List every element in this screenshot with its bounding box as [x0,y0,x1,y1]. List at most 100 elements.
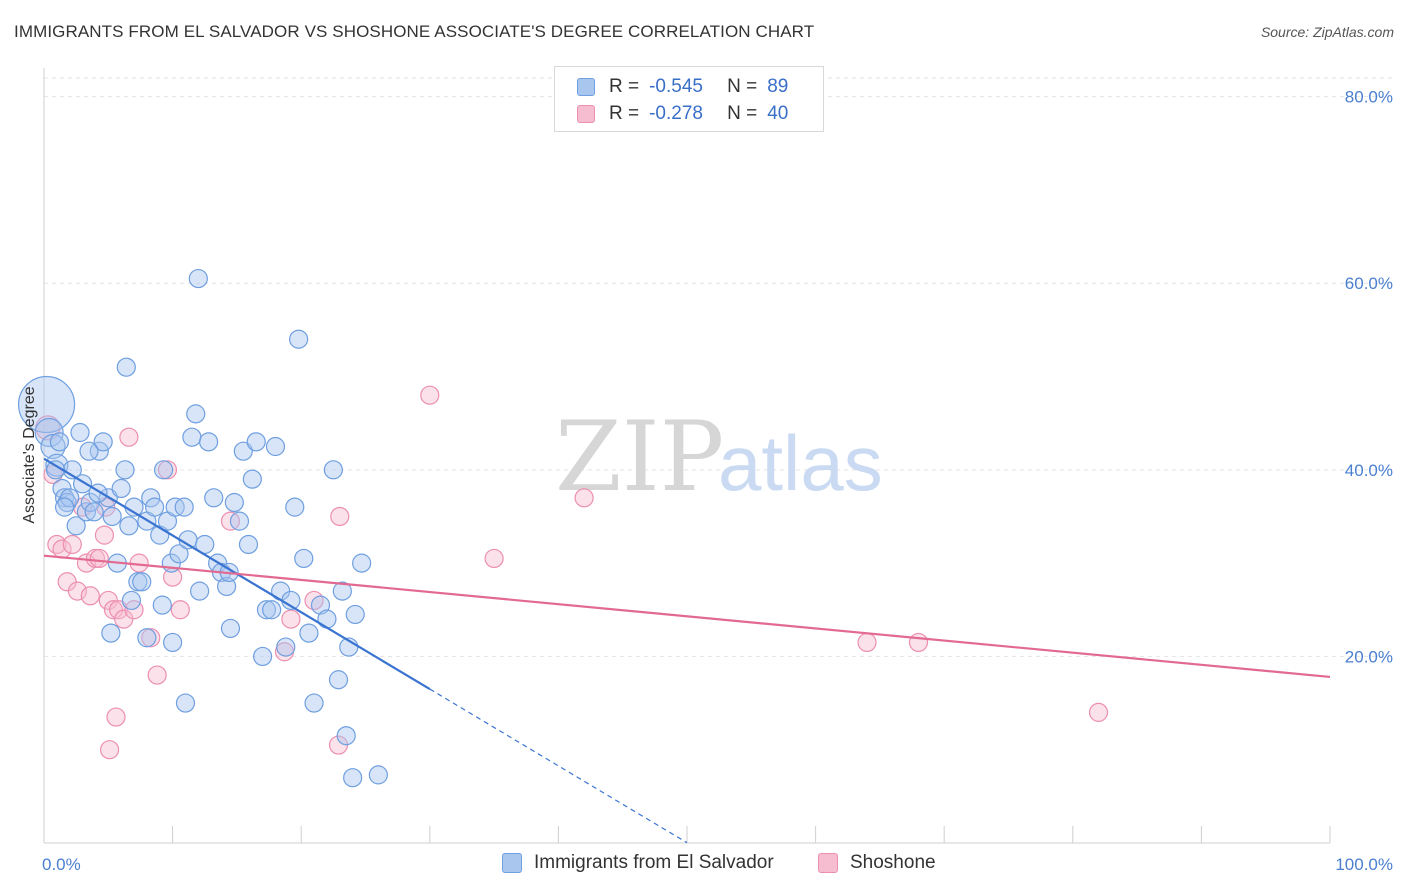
el-salvador-point [115,460,135,480]
el-salvador-point [289,329,309,349]
trend-lines [43,457,1331,844]
el-salvador-point [119,516,139,536]
y-tick-label: 60.0% [1345,274,1393,293]
series-name: Shoshone [850,852,936,873]
el-salvador-point [152,595,172,615]
shoshone-point [574,488,594,508]
el-salvador-point [54,497,75,517]
el-salvador-point [34,417,64,448]
el-salvador-point [84,502,104,522]
el-salvador-point [188,268,208,289]
el-salvador-points [17,268,388,788]
y-axis-title: Associate's Degree [21,386,38,523]
legend-r-value: -0.545 [649,76,703,97]
legend-n-value: 89 [767,76,789,97]
el-salvador-point [144,497,165,517]
el-salvador-point [190,581,210,601]
legend-row-el-salvador: R = -0.545 N = 89 [577,75,788,99]
el-salvador-point [121,590,142,611]
shoshone-point [281,609,301,629]
legend-r-value: -0.278 [649,103,703,124]
tick-labels: 20.0% 40.0% 60.0% 80.0% 0.0% 100.0% [42,88,1393,874]
el-salvador-point [141,488,161,508]
el-salvador-point [89,441,109,461]
watermark-zip: ZIP [555,401,724,513]
el-salvador-point [328,670,349,690]
el-salvador-point [116,357,136,377]
el-salvador-point [262,600,282,620]
stats-legend: R = -0.545 N = 89 R = -0.278 N = 40 [554,66,824,132]
el-salvador-point [49,432,70,452]
shoshone-point [67,581,88,601]
el-salvador-point [66,516,86,536]
shoshone-point [62,534,82,555]
el-salvador-point [163,632,183,653]
x-tick-label: 0.0% [42,855,81,874]
el-salvador-point [285,497,305,517]
pink-swatch-icon [577,105,595,123]
y-tick-label: 80.0% [1345,88,1393,107]
shoshone-point [857,632,877,653]
shoshone-point [330,506,350,527]
el-salvador-point [352,553,372,573]
el-salvador-point [137,628,157,648]
shoshone-point [108,600,129,620]
el-salvador-point [336,726,356,746]
el-salvador-point [317,609,337,629]
el-salvador-point [60,488,80,508]
watermark-atlas: atlas [718,419,883,507]
el-salvador-point [174,497,194,517]
y-tick-label: 40.0% [1345,461,1393,480]
el-salvador-point [153,460,174,480]
el-salvador-point [332,581,352,601]
el-salvador-point [345,604,365,625]
el-salvador-point [182,427,202,447]
el-salvador-point [246,432,266,452]
shoshone-point [1088,702,1109,722]
legend-r-label: R = [609,76,640,97]
el-salvador-point [229,511,250,531]
blue-swatch-icon [502,853,522,873]
source-label: Source: ZipAtlas.com [1260,24,1394,40]
el-salvador-point [299,623,319,643]
el-salvador-point [70,422,90,443]
series-legend-shoshone: Shoshone [818,852,936,874]
el-salvador-trend-extension [429,688,688,844]
el-salvador-point [204,488,224,508]
el-salvador-point [175,693,196,713]
grid-lines [44,77,1392,657]
el-salvador-point [111,478,131,499]
shoshone-point [89,548,109,569]
legend-n-label: N = [727,76,758,97]
el-salvador-point [276,637,296,657]
legend-n-value: 40 [767,103,789,124]
shoshone-point [170,600,190,620]
el-salvador-point [265,436,286,457]
el-salvador-point [93,432,113,452]
el-salvador-point [217,576,237,597]
shoshone-point [99,740,120,760]
series-legend-el-salvador: Immigrants from El Salvador [502,852,774,874]
blue-swatch-icon [577,78,595,96]
shoshone-point [908,632,929,653]
shoshone-point [80,586,100,606]
y-tick-label: 20.0% [1345,647,1393,666]
el-salvador-point [343,768,363,788]
shoshone-point [94,525,115,545]
el-salvador-point [310,595,331,615]
pink-swatch-icon [818,853,838,873]
el-salvador-point [220,618,241,639]
el-salvador-point [186,404,206,424]
legend-r-label: R = [609,103,640,124]
series-name: Immigrants from El Salvador [534,852,774,873]
el-salvador-point [40,433,66,460]
el-salvador-point [132,572,152,592]
el-salvador-point [253,646,273,667]
el-salvador-point [76,502,97,522]
shoshone-point [119,427,139,447]
x-tick-label: 100.0% [1335,855,1393,874]
el-salvador-point [224,492,244,513]
legend-row-shoshone: R = -0.278 N = 40 [577,102,788,126]
el-salvador-point [102,506,122,527]
